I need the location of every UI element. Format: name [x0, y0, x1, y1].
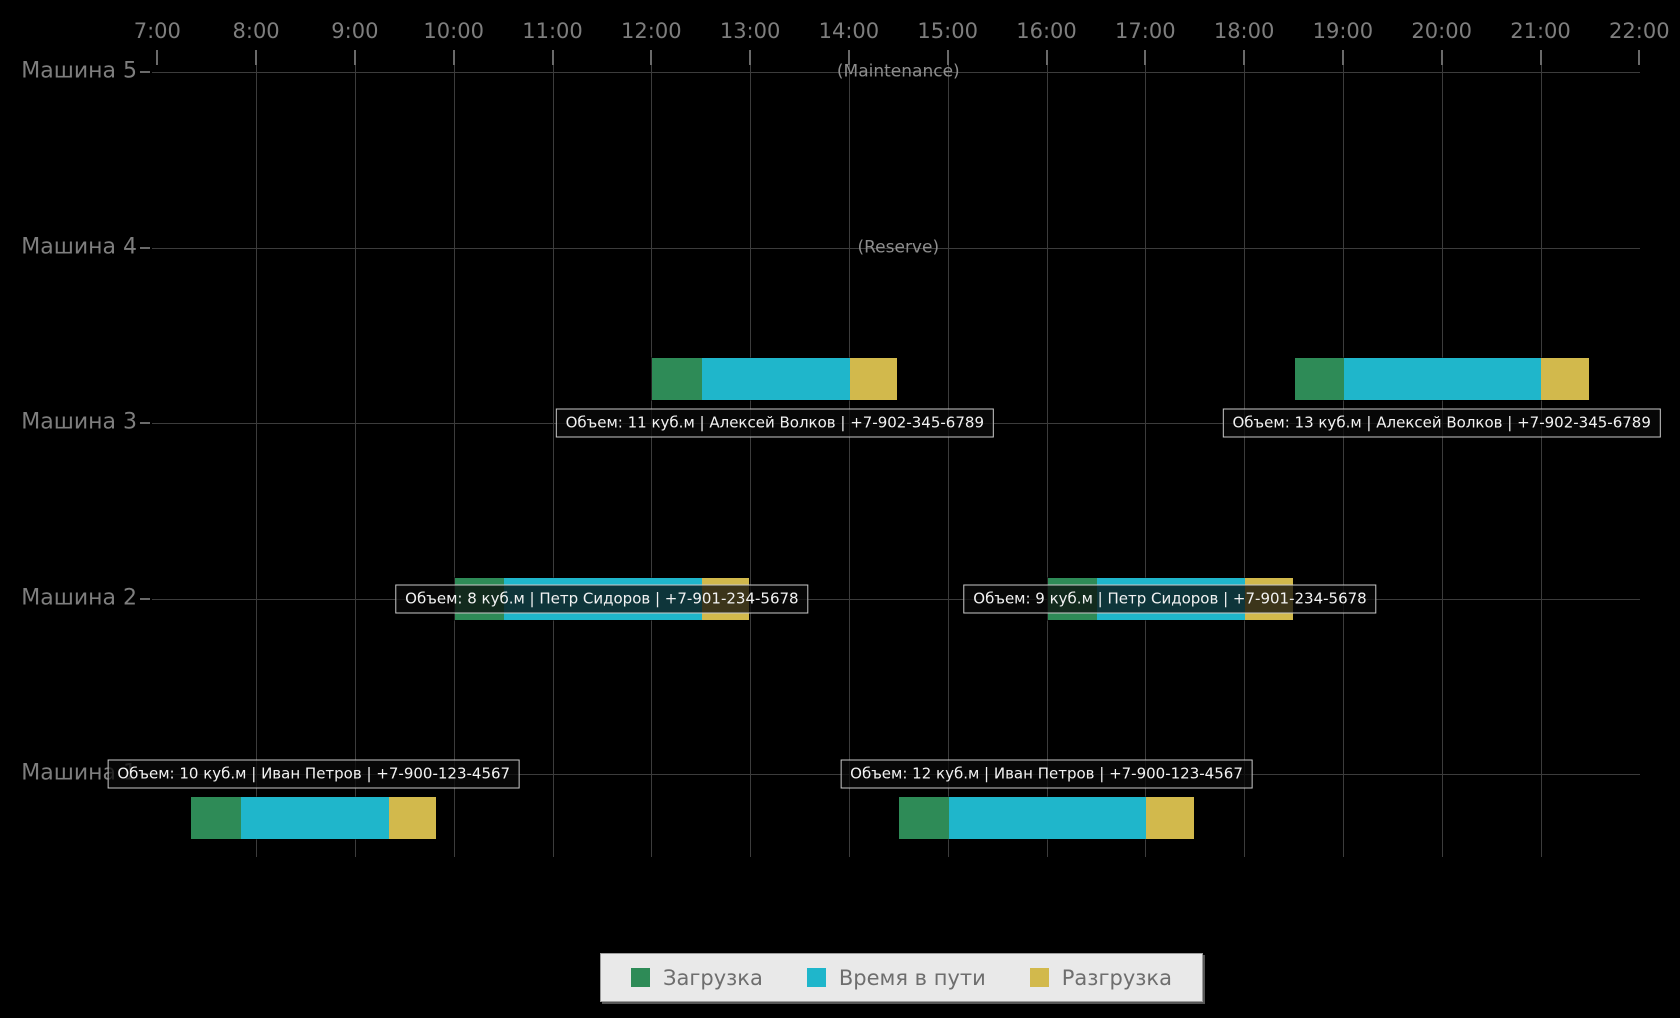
time-tick [1638, 50, 1641, 65]
legend-swatch [1029, 968, 1049, 987]
time-tick [255, 50, 258, 65]
time-tick-label: 18:00 [1213, 19, 1275, 43]
machine-tick [140, 422, 150, 424]
task-label: Объем: 10 куб.м | Иван Петров | +7-900-1… [107, 759, 521, 789]
unloading-segment [1146, 797, 1194, 839]
row-gridline [152, 247, 1640, 249]
legend-swatch [806, 968, 826, 987]
vertical-gridline [256, 65, 258, 857]
gantt-bar [651, 357, 899, 401]
legend-entry: Разгрузка [1029, 965, 1172, 990]
machine-tick [140, 71, 150, 73]
row-annotation: (Maintenance) [836, 61, 960, 82]
time-tick [156, 50, 159, 65]
time-tick [650, 50, 653, 65]
row-annotation: (Reserve) [857, 237, 940, 258]
time-tick-label: 21:00 [1510, 19, 1571, 43]
vertical-gridline [1145, 65, 1147, 857]
legend-swatch [631, 968, 651, 987]
time-tick-label: 12:00 [621, 19, 682, 43]
time-tick-label: 19:00 [1312, 19, 1374, 43]
unloading-segment [388, 797, 437, 839]
loading-segment [191, 797, 241, 839]
time-tick [946, 50, 949, 65]
machine-tick [140, 246, 150, 249]
time-tick [1144, 50, 1147, 65]
travel-segment [1343, 358, 1542, 400]
machine-row-label: Машина 3 [21, 409, 137, 435]
travel-segment [240, 797, 389, 839]
loading-segment [899, 797, 949, 839]
travel-segment [701, 358, 850, 400]
vertical-gridline [354, 65, 356, 857]
time-tick [1243, 50, 1246, 65]
task-label: Объем: 12 куб.м | Иван Петров | +7-900-1… [840, 759, 1253, 789]
vertical-gridline [947, 65, 949, 857]
machine-row-label: Машина 5 [21, 58, 137, 84]
legend-entry: Загрузка [631, 966, 763, 990]
machine-row-label: Машина 4 [21, 234, 137, 259]
time-tick-label: 11:00 [522, 19, 583, 43]
loading-segment [652, 358, 702, 400]
legend: Загрузка Время в пути Разгрузка [600, 953, 1203, 1002]
legend-label: Загрузка [663, 965, 763, 990]
time-tick-label: 16:00 [1016, 19, 1077, 43]
machine-tick [140, 597, 150, 600]
time-tick-label: 20:00 [1411, 19, 1472, 43]
time-tick-label: 8:00 [232, 19, 280, 43]
time-tick-label: 15:00 [917, 19, 978, 43]
time-tick [847, 50, 850, 65]
legend-label: Время в пути [838, 965, 986, 990]
gantt-bar [898, 796, 1195, 840]
vertical-gridline [848, 65, 850, 857]
task-label: Объем: 8 куб.м | Петр Сидоров | +7-901-2… [395, 584, 809, 613]
time-tick [452, 50, 455, 65]
vertical-gridline [1342, 65, 1344, 857]
time-tick [749, 50, 752, 65]
unloading-segment [849, 358, 898, 400]
time-tick [1341, 50, 1344, 65]
time-tick-label: 22:00 [1609, 19, 1670, 43]
task-label: Объем: 11 куб.м | Алексей Волков | +7-90… [555, 408, 994, 438]
time-tick-label: 14:00 [818, 19, 880, 43]
gantt-bar [190, 796, 438, 840]
time-tick-label: 7:00 [133, 19, 181, 43]
vertical-gridline [750, 65, 752, 857]
legend-entry: Время в пути [806, 965, 986, 990]
vertical-gridline [1441, 65, 1443, 857]
time-tick-label: 17:00 [1115, 19, 1176, 43]
time-tick [1440, 50, 1443, 65]
unloading-segment [1541, 358, 1589, 400]
vertical-gridline [1046, 65, 1048, 857]
vertical-gridline [1244, 65, 1246, 857]
legend-label: Разгрузка [1061, 965, 1172, 990]
vertical-gridline [453, 65, 455, 857]
time-tick [551, 50, 554, 65]
travel-segment [948, 797, 1147, 839]
machine-row-label: Машина 2 [21, 585, 137, 610]
time-tick [1045, 50, 1048, 65]
time-tick-label: 9:00 [331, 19, 379, 43]
row-gridline [152, 72, 1640, 73]
task-label: Объем: 9 куб.м | Петр Сидоров | +7-901-2… [963, 584, 1377, 613]
gantt-bar [1293, 357, 1590, 401]
time-tick [353, 50, 356, 65]
loading-segment [1294, 358, 1344, 400]
time-tick [1539, 50, 1542, 65]
row-gridline [152, 598, 1640, 600]
time-tick-label: 10:00 [423, 19, 484, 43]
vertical-gridline [552, 65, 554, 857]
vertical-gridline [651, 65, 653, 857]
time-tick-label: 13:00 [719, 19, 781, 43]
task-label: Объем: 13 куб.м | Алексей Волков | +7-90… [1222, 408, 1661, 438]
vertical-gridline [1540, 65, 1542, 857]
